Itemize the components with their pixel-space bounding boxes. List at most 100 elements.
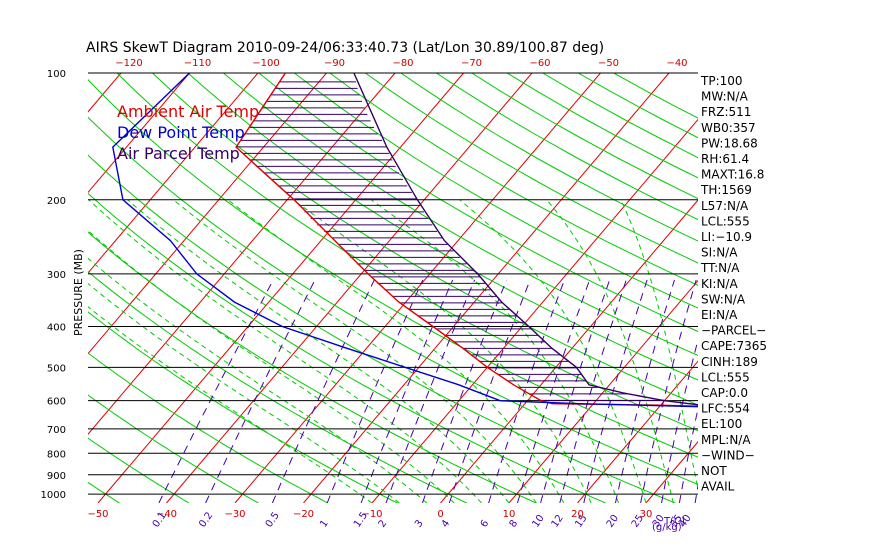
pressure-tick-label: 100 [47,69,66,80]
bottom-temp-tick-label: 10 [503,509,516,520]
moist-adiabat-line [127,199,510,503]
mixing-ratio-label: 8 [508,518,521,530]
isotherm-line [508,279,698,503]
mixing-ratio-label: 6 [479,518,492,530]
moist-adiabat-line [371,199,620,503]
mixing-ratio-label: 0.5 [264,510,282,529]
moist-adiabat-line [459,199,647,503]
parameter-item: SW:N/A [701,292,746,306]
bottom-temp-tick-label: −50 [87,509,108,520]
pressure-tick-label: 400 [47,323,66,334]
mixing-ratio-line [448,279,531,503]
parameter-item: EI:N/A [701,308,738,322]
dry-adiabat-line [0,73,50,503]
dry-adiabat-line [187,73,698,381]
parameter-item: NOT [701,464,727,478]
isotherm-line [303,73,670,503]
top-temp-tick-label: −120 [115,58,142,69]
bottom-temp-tick-label: −30 [224,509,245,520]
moist-adiabat-line [292,199,592,503]
x-axis-label: T(C) [663,516,685,527]
mixing-ratio-line [158,279,274,503]
bottom-temp-tick-label: −10 [361,509,382,520]
mixing-ratio-label: 2 [377,518,390,530]
top-temp-tick-label: −40 [666,58,687,69]
isotherm-line [852,73,870,503]
moist-adiabat-line [88,257,428,503]
isotherm-line [88,73,396,435]
dry-adiabat-line [88,192,606,503]
pressure-tick-label: 700 [47,425,66,436]
mixing-ratio-line [271,279,375,503]
mixing-ratio-line [385,279,476,503]
top-temp-tick-label: −50 [598,58,619,69]
pressure-tick-label: 900 [47,471,66,482]
parameter-item: MPL:N/A [701,433,751,447]
grid-lines [0,73,870,503]
legend-air-parcel-temp: Air Parcel Temp [117,144,240,163]
parameter-item: MAXT:16.8 [701,168,764,182]
moist-adiabat-line [88,229,455,503]
y-axis-label: PRESSURE (MB) [72,249,85,336]
parameter-item: CAP:0.0 [701,386,748,400]
top-temp-tick-label: −90 [324,58,345,69]
parameter-item: WB0:357 [701,121,756,135]
legend-ambient-air-temp: Ambient Air Temp [117,102,259,121]
profile-series [112,73,698,408]
moist-adiabat-line [88,306,373,503]
parameter-item: KI:N/A [701,277,738,291]
parameter-item: TP:100 [700,74,743,88]
parameter-item: CAPE:7365 [701,339,767,353]
air-parcel-temp-line [353,73,698,406]
parameter-item: CINH:189 [701,355,758,369]
isotherm-line [234,73,601,503]
isotherm-line [783,73,870,503]
parameter-item: LCL:555 [701,370,750,384]
mixing-ratio-label: 1 [318,518,331,530]
moist-adiabat-line [227,199,565,503]
mixing-ratio-line [559,279,627,503]
parameter-item: L57:N/A [701,199,749,213]
parameter-item: LFC:554 [701,402,750,416]
dry-adiabat-line [152,73,698,406]
top-temp-tick-label: −70 [461,58,482,69]
mixing-ratio-line [488,279,565,503]
pressure-tick-label: 600 [47,397,66,408]
mixing-ratio-line [360,279,454,503]
mixing-ratio-line [205,279,316,503]
top-temp-tick-label: −100 [252,58,279,69]
moist-adiabat-line [620,199,698,492]
pressure-tick-label: 800 [47,449,66,460]
legend: Ambient Air Temp Dew Point Temp Air Parc… [117,102,259,163]
dry-adiabat-line [116,73,698,432]
dry-adiabat-line [88,394,259,503]
top-temp-tick-label: −80 [392,58,413,69]
isotherm-line [97,73,464,503]
cape-hatching [236,81,664,401]
dew-point-temp-line [112,73,698,408]
dry-adiabat-line [365,73,698,264]
mixing-ratio-line [326,279,424,503]
legend-dew-point-temp: Dew Point Temp [117,123,245,142]
mixing-ratio-label: 3 [413,518,426,530]
parameter-item: −PARCEL− [701,324,766,338]
bottom-temp-tick-label: −20 [293,509,314,520]
mixing-ratio-unit: (g/kg) [652,522,682,533]
dry-adiabat-line [88,352,329,503]
dry-adiabat-line [88,116,698,485]
bottom-temp-tick-label: −40 [156,509,177,520]
parameter-item: FRZ:511 [701,105,751,119]
isotherm-line [645,441,698,503]
top-temperature-tick-labels: −120 −110 −100 −90 −80 −70 −60 −50 −40 [115,58,687,69]
parameter-item: MW:N/A [701,90,749,104]
dry-adiabat-line [258,73,698,333]
mixing-ratio-label: 20 [605,513,621,530]
mixing-ratio-label: 0.2 [197,510,215,529]
pressure-tick-label: 200 [47,196,66,207]
parameter-item: PW:18.68 [701,136,758,150]
mixing-ratio-line [540,279,611,503]
parameter-item: LCL:555 [701,214,750,228]
moist-adiabat-line [88,199,482,503]
bottom-temperature-tick-labels: −50 −40 −30 −20 −10 0 10 20 30 [87,509,652,520]
